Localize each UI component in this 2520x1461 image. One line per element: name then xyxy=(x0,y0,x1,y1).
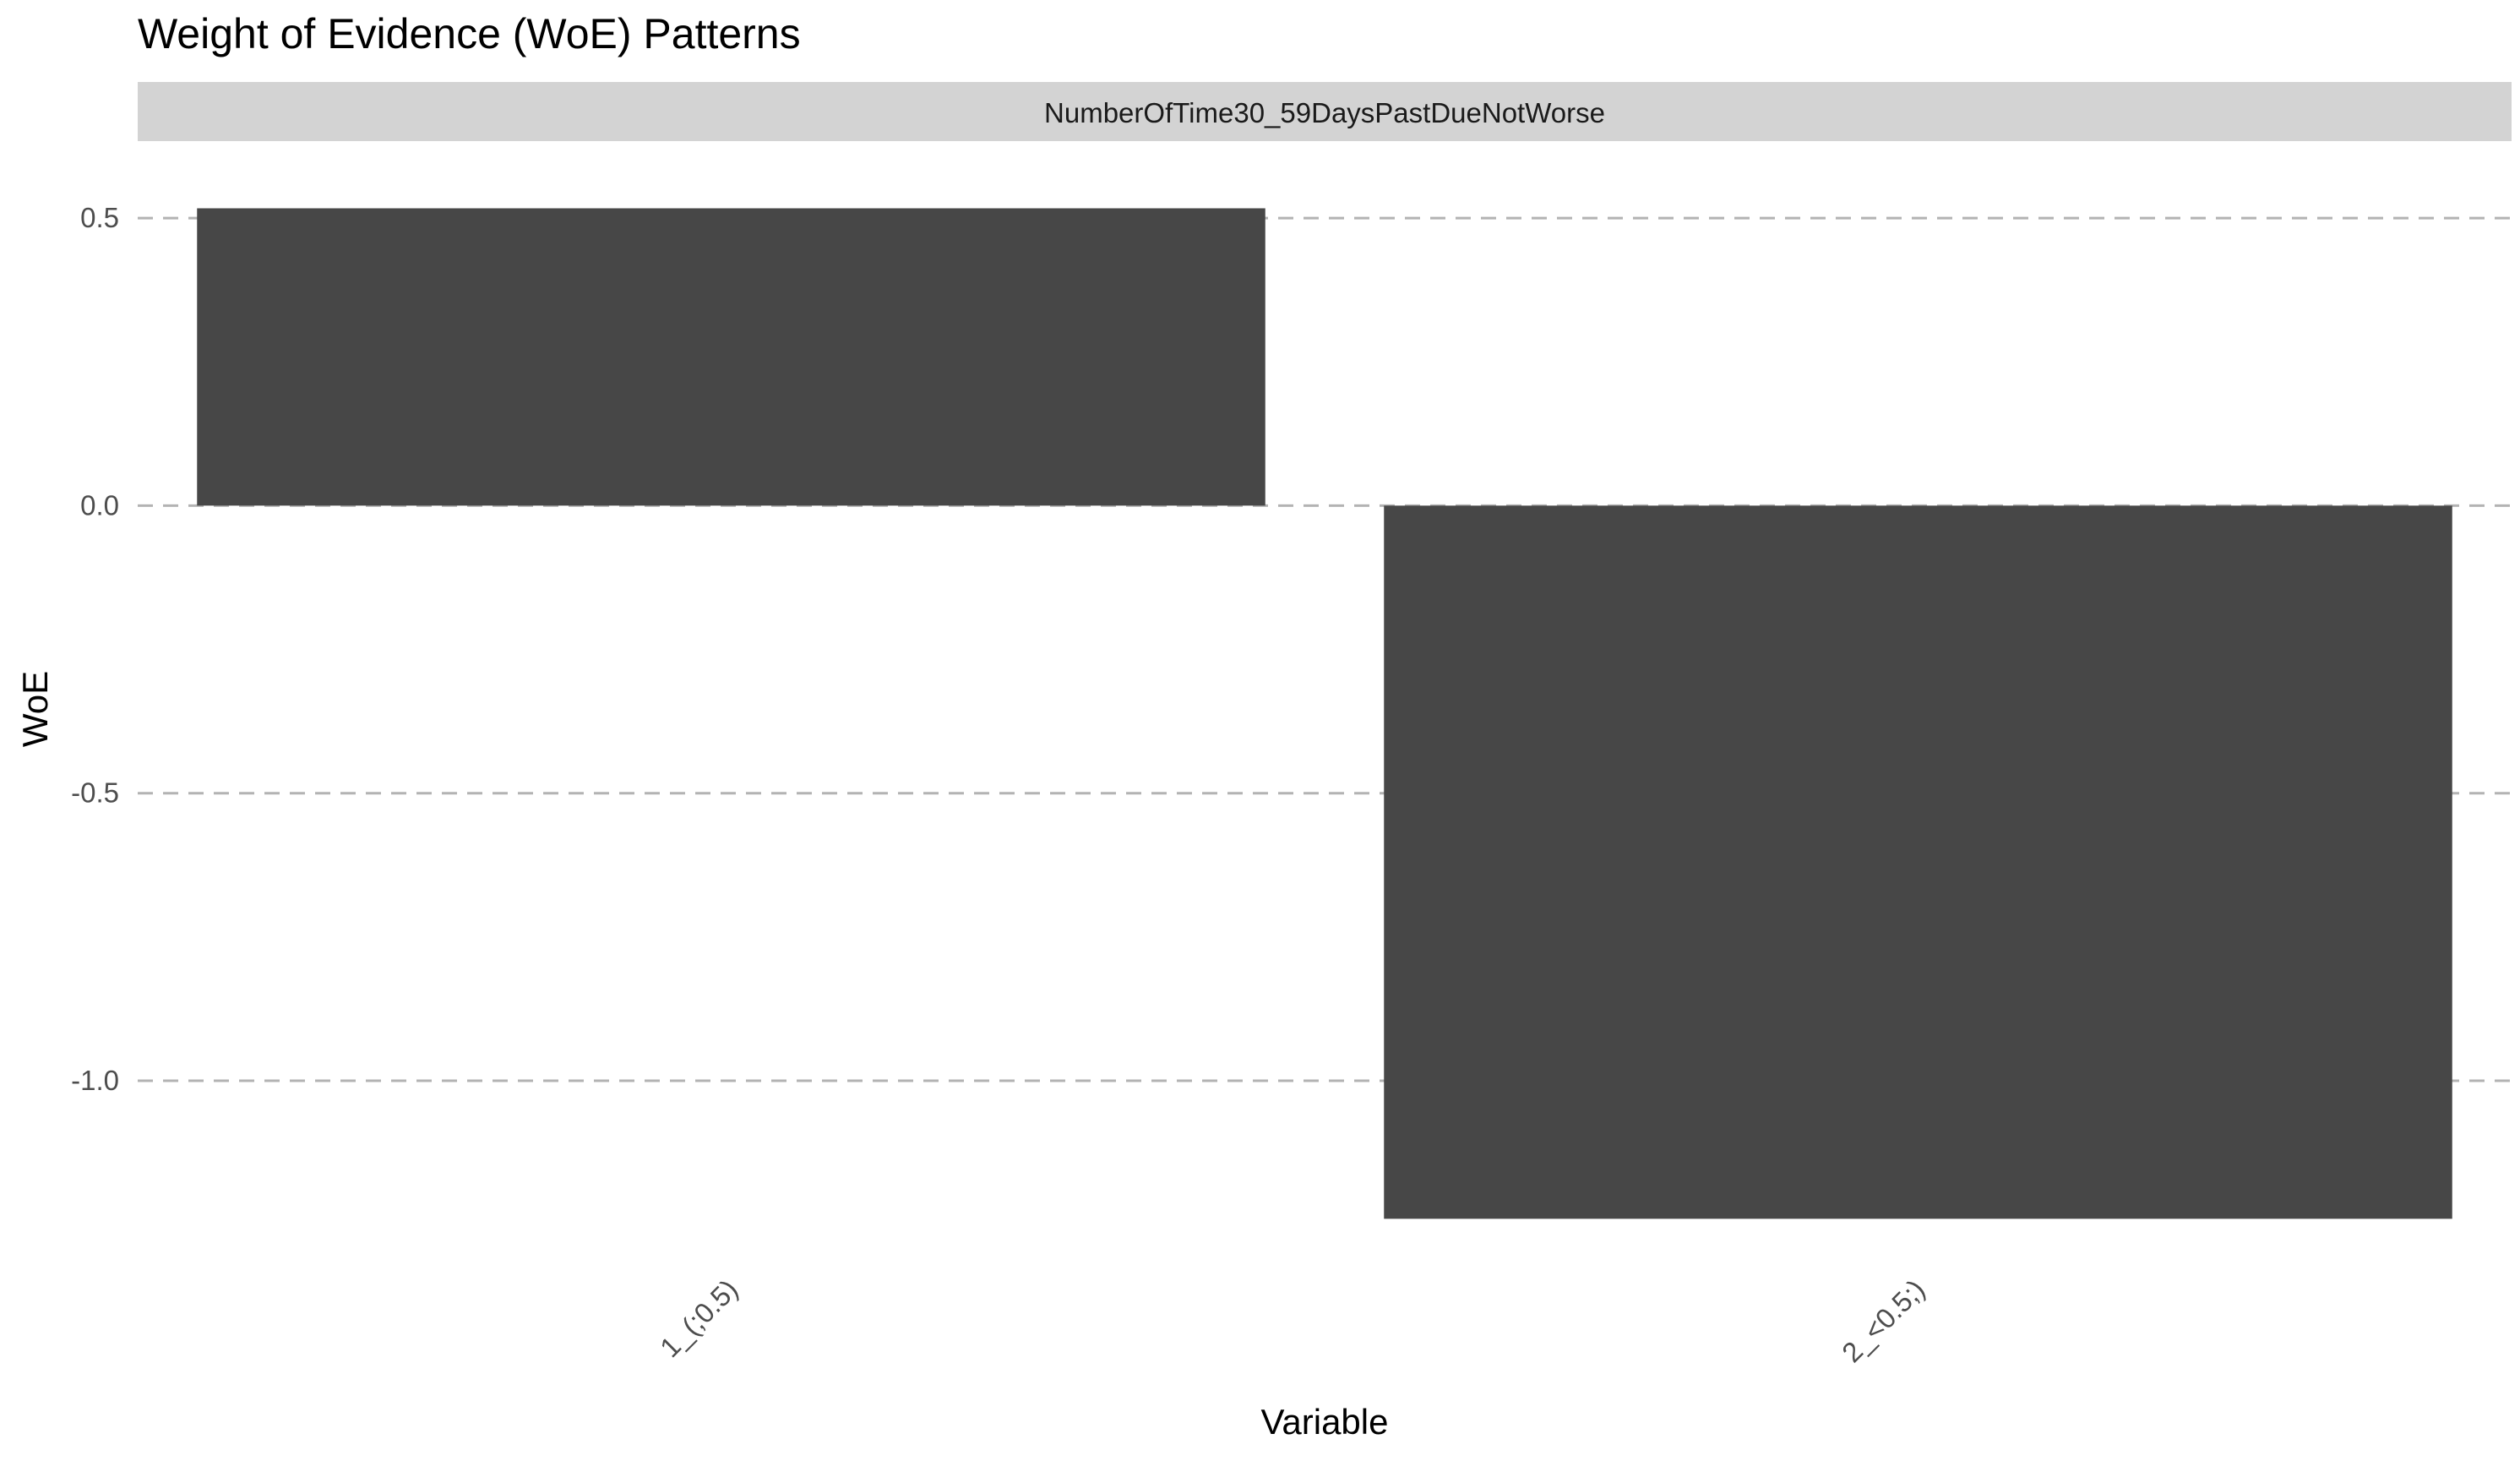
y-tick-label-2: -0.5 xyxy=(71,777,119,809)
y-tick-label-0: 0.5 xyxy=(80,202,119,233)
bar-0 xyxy=(197,208,1265,506)
y-tick-label-3: -1.0 xyxy=(71,1065,119,1096)
bar-1 xyxy=(1384,505,2452,1219)
x-axis-label: Variable xyxy=(1261,1402,1389,1442)
bar-layer xyxy=(197,208,2452,1219)
y-tick-labels: 0.5 0.0 -0.5 -1.0 xyxy=(71,202,119,1096)
y-axis-label: WoE xyxy=(15,671,55,747)
chart-title: Weight of Evidence (WoE) Patterns xyxy=(138,10,801,57)
facet-strip xyxy=(138,82,2512,141)
facet-label: NumberOfTime30_59DaysPastDueNotWorse xyxy=(1044,97,1605,128)
y-tick-label-1: 0.0 xyxy=(80,489,119,521)
